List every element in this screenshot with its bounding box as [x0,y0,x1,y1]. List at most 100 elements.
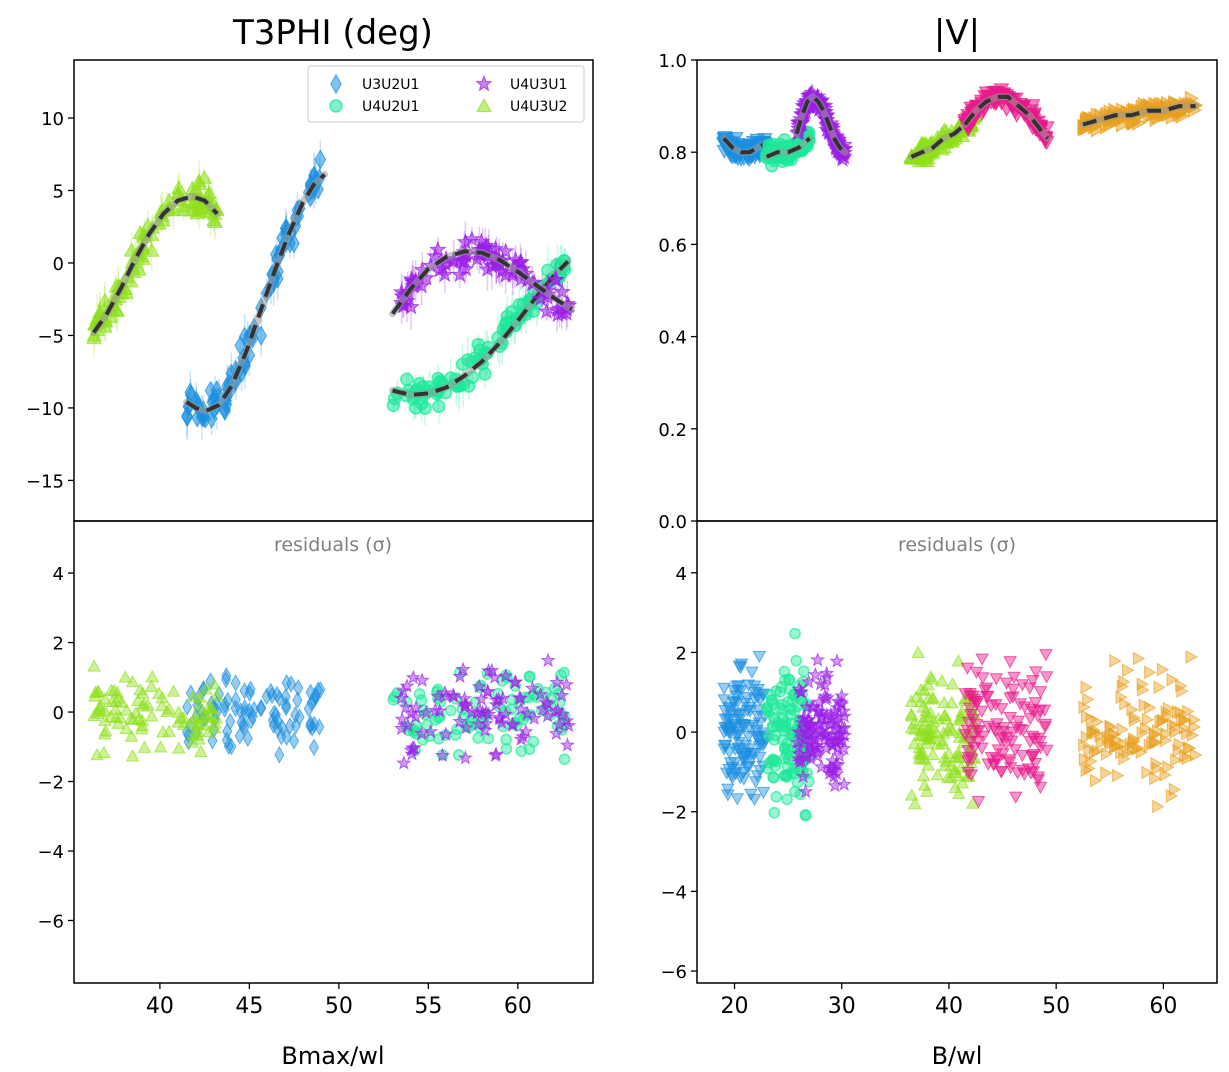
residual-point [922,691,936,704]
residual-point [777,704,790,717]
residual-point [1091,714,1104,729]
model-line [92,194,219,334]
residual-point [487,747,504,763]
y-tick-label: 1.0 [658,51,687,72]
residual-point [831,731,848,747]
residual-point [1026,706,1041,719]
residual-point [1033,686,1048,699]
residual-point [141,698,155,711]
residual-point [1039,649,1053,662]
residual-point [920,784,934,797]
residual-point [737,773,751,786]
residual-series-2 [393,652,577,770]
series-4 [957,83,1055,151]
x-tick-label: 20 [721,994,749,1019]
residual-point [90,747,104,761]
visibility-data-plot: 1.0 0.8 0.6 0.4 0.2 0.0 [658,51,1218,533]
residual-y-tick-label: −6 [660,962,687,983]
residual-point [723,703,738,716]
residual-point [917,778,932,791]
residual-point [745,666,759,679]
residual-point [1175,713,1189,727]
residual-point [1173,737,1186,752]
residual-point [817,677,833,692]
residual-point [109,710,124,724]
residual-point [780,771,793,783]
legend-label-u3u2u1: U3U2U1 [362,77,419,93]
residual-point [1033,781,1048,795]
residual-point [1172,743,1185,758]
residual-point [930,767,945,781]
residual-point [948,750,963,763]
residual-point [452,713,468,729]
residual-point [1190,748,1203,762]
y-tick-label: 10 [41,109,64,130]
residual-point [219,700,230,718]
residual-point [966,690,980,703]
residual-point [193,744,208,758]
residual-point [799,746,815,762]
residual-point [721,789,735,802]
residual-point [1107,727,1120,741]
residual-point [740,704,755,718]
residual-point [1160,727,1173,741]
residual-point [793,724,809,740]
residual-point [220,670,232,689]
residual-point [1118,674,1131,689]
residual-point [917,683,932,696]
residual-point [308,738,320,757]
y-tick-label: −15 [26,471,64,492]
data-point [486,239,505,257]
residual-point [993,733,1008,746]
data-point [181,407,193,428]
t3phi-residuals-plot: 4 2 0 −2 −4 −6 40 45 50 55 60 [37,520,594,1019]
residual-point [790,654,803,667]
residual-point [487,669,503,684]
residual-point [761,762,774,775]
t3phi-data-plot: 10 5 0 −5 −10 −15 [26,59,594,522]
residual-point [809,652,826,667]
residual-point [742,722,757,735]
residual-point [969,666,984,680]
residual-point [1126,742,1140,757]
residual-point [776,718,789,731]
residual-point [1188,713,1201,727]
residual-point [797,665,810,678]
residual-point [152,686,166,699]
series-1 [386,244,572,426]
legend-label-u4u3u1: U4U3U1 [510,77,567,93]
residual-point [1141,765,1154,780]
residual-point [98,713,112,726]
residual-point [171,715,186,728]
residual-point [830,720,847,736]
residual-point [958,688,973,701]
residual-point [766,720,779,733]
residual-point [266,686,278,705]
residual-point [185,684,196,702]
residual-point [97,727,112,740]
visibility-panel: |V| 1.00.80.60.40.20.0 420−2−4−620 30 40 50… [658,13,1218,1070]
residual-point [1156,662,1170,677]
residual-point [945,677,960,690]
residual-point [954,760,969,773]
residual-point [960,662,975,675]
residual-point [793,684,810,699]
series-2 [389,220,578,333]
residual-point [1148,727,1161,741]
data-point [451,265,469,283]
residual-point [904,788,919,801]
x-tick-label: 40 [146,994,174,1019]
x-tick-label: 30 [828,994,856,1019]
residual-point [764,689,777,701]
residual-point [730,793,745,806]
residual-point [444,704,457,717]
data-point [1132,115,1147,131]
residual-point [407,708,424,724]
residual-point [756,786,771,800]
residual-point [518,723,534,739]
residual-point [434,747,451,763]
residual-point [955,776,970,789]
residual-point [955,704,969,717]
residual-point [207,720,222,734]
residual-point [752,717,767,730]
